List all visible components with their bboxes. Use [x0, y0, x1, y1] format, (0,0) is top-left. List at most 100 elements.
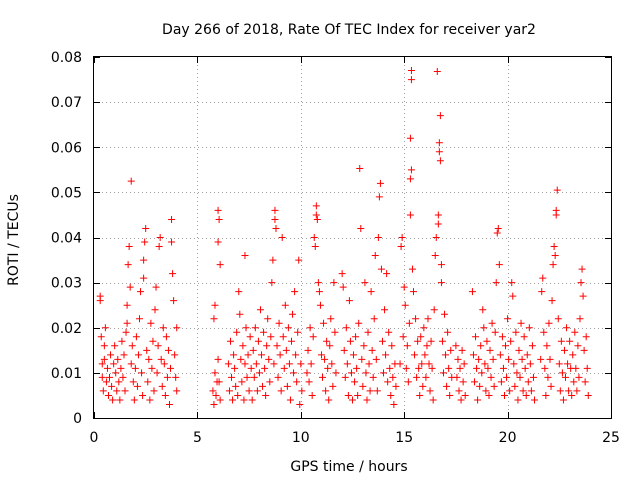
roti-point [404, 378, 412, 386]
roti-point [541, 364, 549, 372]
roti-point [477, 342, 485, 350]
roti-point [109, 396, 117, 404]
roti-point [268, 279, 276, 287]
roti-point [430, 306, 438, 314]
roti-point [520, 333, 528, 341]
roti-point [103, 364, 111, 372]
y-tick-label: 0.04 [51, 231, 82, 247]
roti-point [493, 229, 501, 237]
roti-point [381, 306, 389, 314]
roti-point [361, 279, 369, 287]
roti-point [290, 369, 298, 377]
roti-point [340, 346, 348, 354]
roti-point [408, 265, 416, 273]
roti-point [407, 76, 415, 84]
roti-point [432, 234, 440, 241]
roti-point [124, 261, 132, 269]
roti-point [142, 224, 150, 232]
roti-point [403, 342, 411, 350]
roti-point [418, 360, 426, 368]
roti-point [421, 351, 429, 359]
roti-point [102, 378, 110, 386]
roti-point [327, 315, 335, 323]
roti-point [260, 328, 268, 336]
roti-point [471, 378, 479, 386]
roti-point [143, 346, 151, 354]
roti-point [458, 346, 466, 354]
roti-point [156, 234, 164, 241]
roti-point [138, 369, 146, 377]
roti-point [565, 387, 573, 395]
roti-point [529, 373, 537, 381]
roti-point [554, 315, 562, 323]
roti-point [108, 382, 116, 390]
roti-point [362, 369, 370, 377]
roti-point [538, 288, 546, 296]
roti-point [308, 391, 316, 399]
roti-point [123, 319, 131, 327]
roti-point [509, 292, 517, 300]
y-tick-label: 0.08 [51, 50, 82, 66]
roti-point [271, 215, 279, 223]
roti-point [216, 396, 224, 404]
roti-point [119, 373, 127, 381]
roti-point [344, 391, 352, 399]
roti-point [472, 333, 480, 341]
roti-point [265, 355, 273, 363]
roti-point [168, 238, 176, 246]
roti-point [315, 288, 323, 296]
roti-point [480, 324, 488, 332]
roti-point [314, 279, 322, 287]
roti-point [100, 342, 108, 350]
y-axis-label: ROTI / TECUs [6, 194, 22, 286]
roti-point [229, 396, 237, 404]
roti-point [349, 396, 356, 404]
roti-point [441, 310, 449, 318]
roti-point [325, 396, 333, 404]
roti-point [215, 378, 223, 386]
axis-ticks [94, 57, 612, 419]
roti-point [173, 324, 181, 332]
roti-point [326, 342, 334, 350]
roti-point [537, 355, 545, 363]
roti-point [416, 391, 424, 399]
roti-point [524, 378, 532, 386]
roti-point [397, 243, 405, 251]
roti-point [512, 328, 520, 336]
roti-point [364, 328, 372, 336]
roti-point [158, 382, 166, 390]
roti-point [159, 324, 167, 332]
roti-point [316, 301, 324, 309]
plot-frame [93, 56, 612, 419]
roti-point [435, 148, 443, 156]
y-tick-label: 0.07 [51, 95, 82, 111]
roti-point [564, 360, 572, 368]
roti-point [558, 369, 566, 377]
roti-point [293, 378, 301, 386]
roti-point [385, 328, 393, 336]
roti-point [127, 360, 135, 368]
roti-point [107, 351, 115, 359]
roti-point [433, 67, 441, 75]
roti-point [266, 378, 274, 386]
roti-point [133, 382, 141, 390]
roti-point [572, 364, 580, 372]
roti-point [438, 337, 446, 345]
roti-point [247, 364, 255, 372]
roti-point [270, 360, 278, 368]
roti-point [562, 373, 570, 381]
roti-point [400, 283, 408, 291]
roti-point [551, 252, 559, 260]
roti-point [243, 373, 251, 381]
roti-point [355, 319, 363, 327]
roti-point [304, 346, 312, 354]
roti-point [356, 164, 364, 172]
roti-point [411, 351, 419, 359]
roti-point [368, 346, 376, 354]
roti-point [427, 337, 435, 345]
roti-point [360, 342, 368, 350]
roti-point [319, 373, 327, 381]
roti-point [271, 206, 279, 214]
roti-point [489, 355, 497, 363]
roti-point [498, 333, 506, 341]
